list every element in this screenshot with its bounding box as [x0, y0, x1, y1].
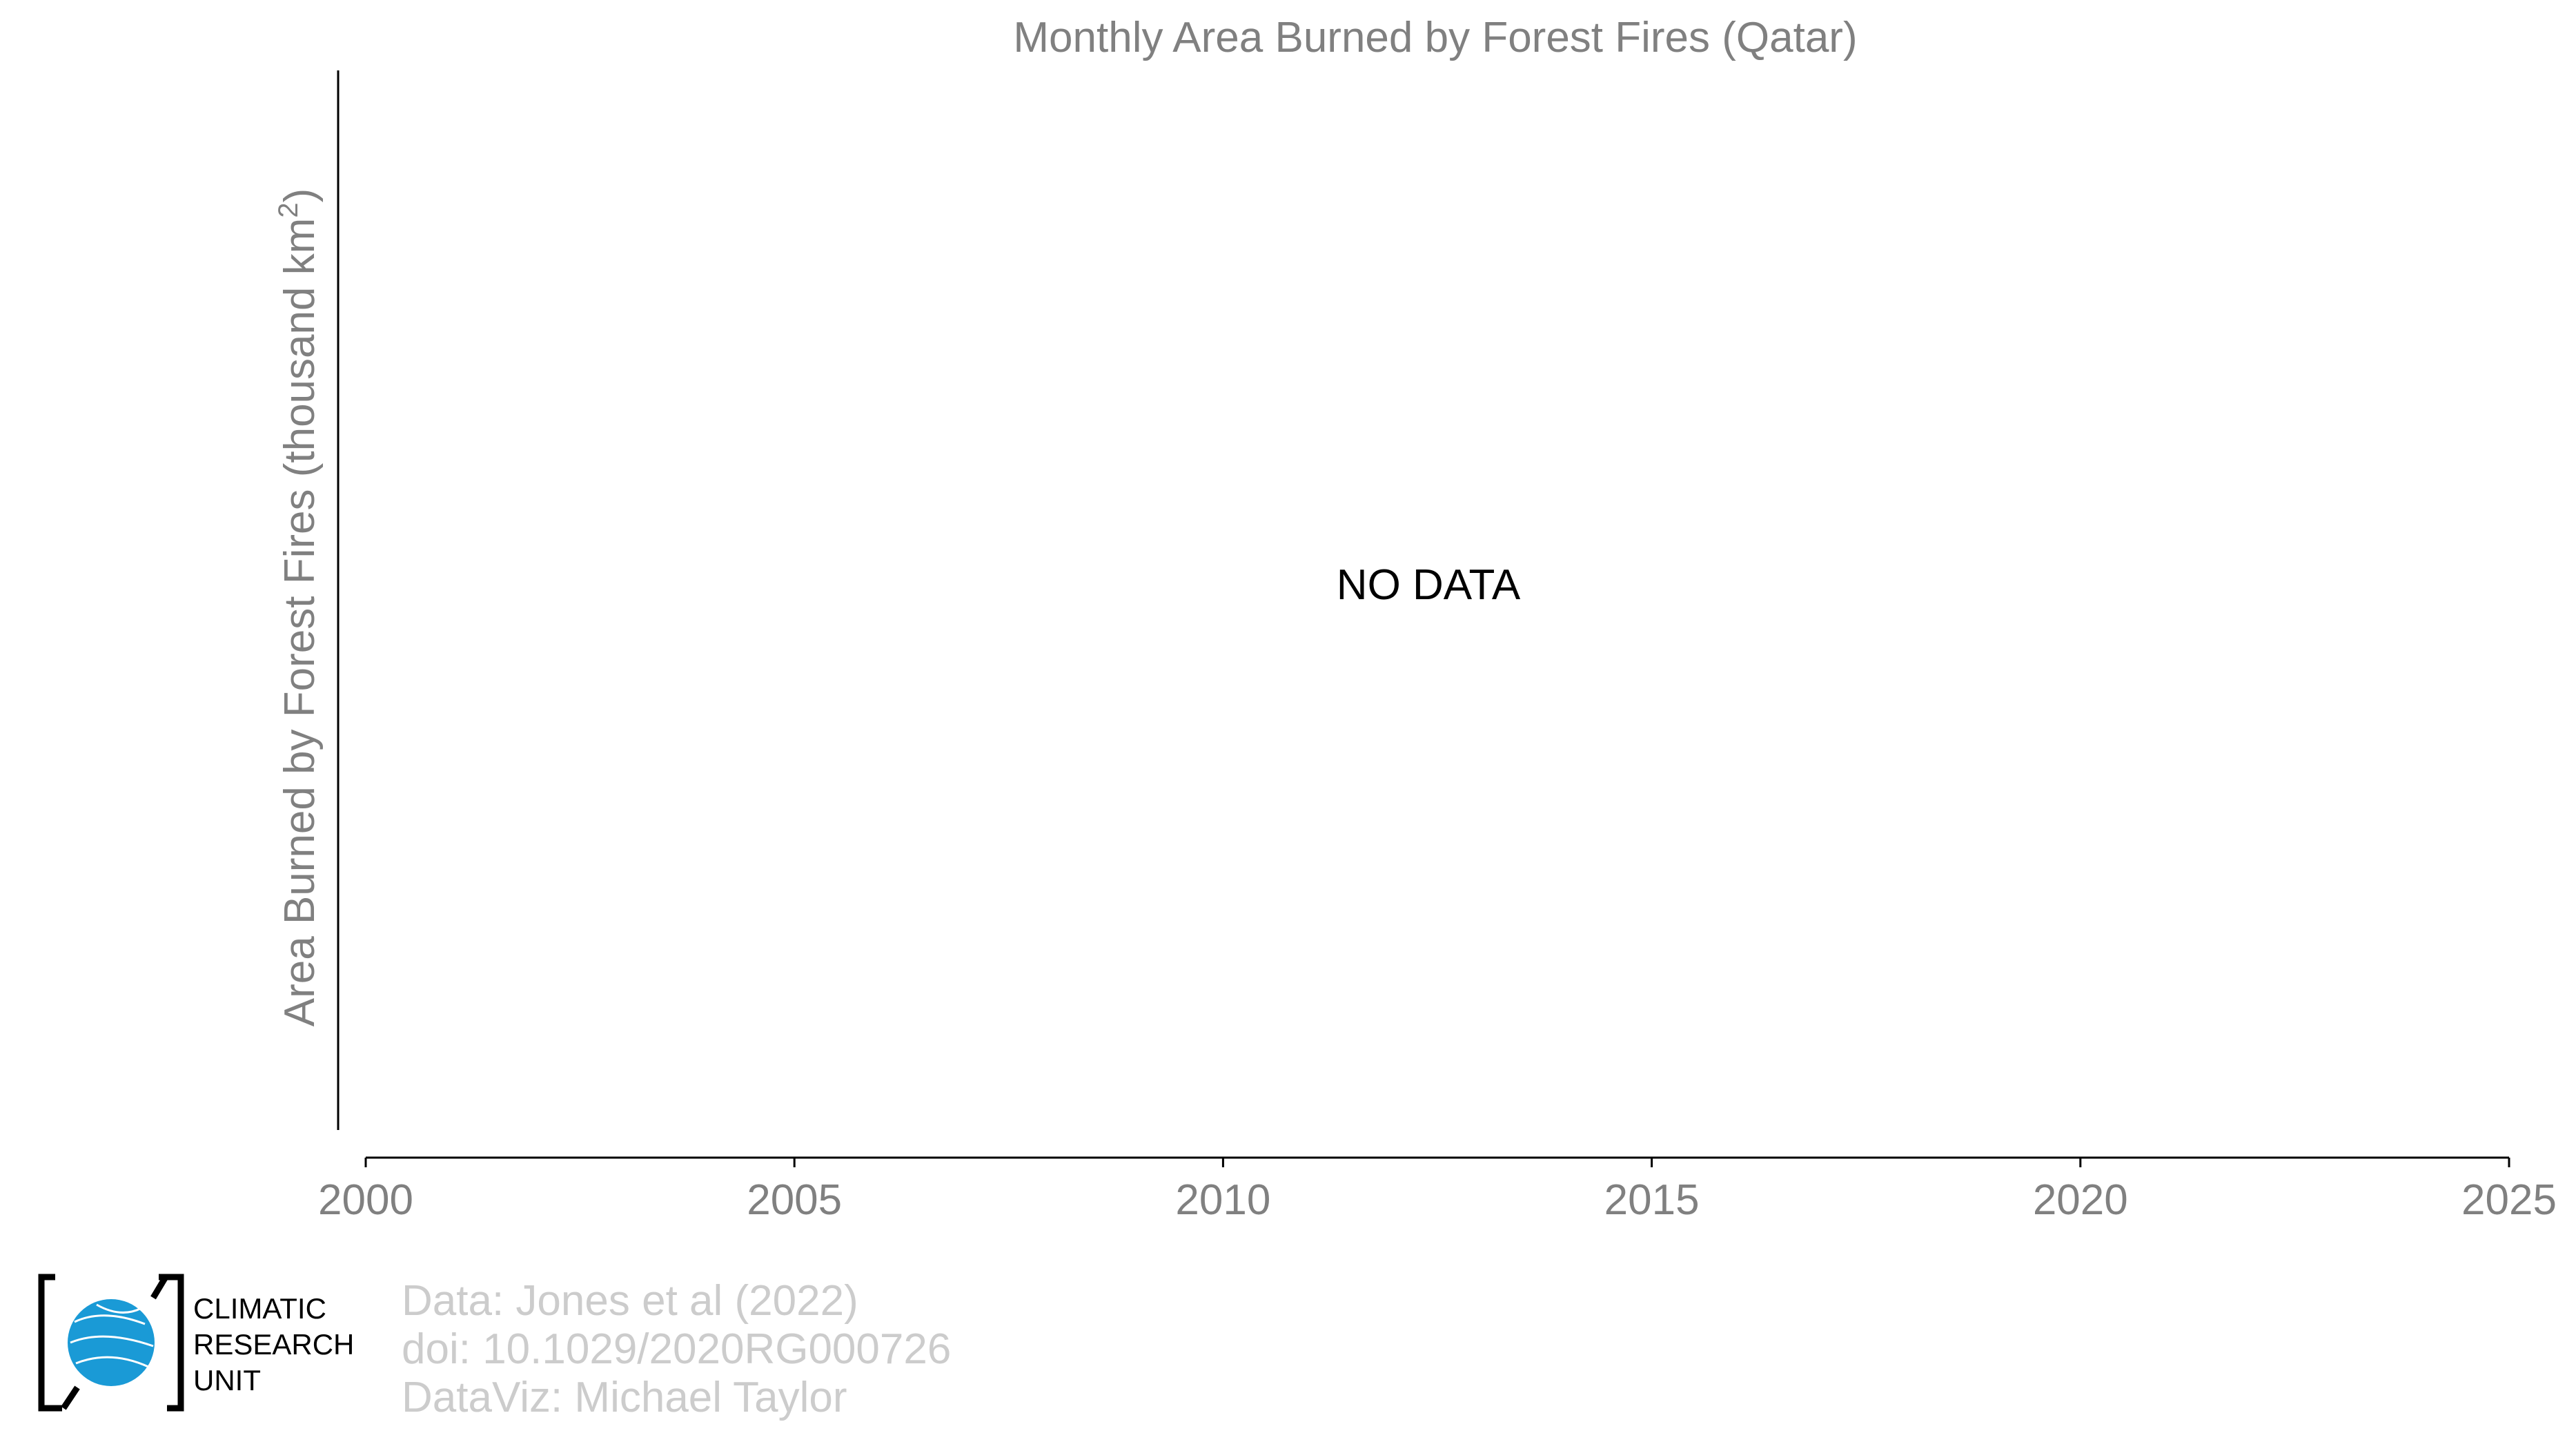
logo-text-line3: UNIT [193, 1364, 261, 1396]
logo-bracket-left [38, 1274, 62, 1412]
globe-swirl-4 [96, 1303, 142, 1314]
credit-data-source: Data: Jones et al (2022) [402, 1277, 858, 1325]
credit-doi: doi: 10.1029/2020RG000726 [402, 1325, 951, 1373]
x-tick-label: 2020 [2033, 1176, 2128, 1224]
no-data-annotation: NO DATA [1337, 561, 1521, 609]
y-axis-label-main: Area Burned by Forest Fires (thousand km [276, 218, 324, 1027]
globe-swirl-3 [75, 1356, 149, 1368]
globe-swirl-1 [74, 1314, 146, 1325]
logo-text-line1: CLIMATIC [193, 1292, 326, 1325]
cru-logo: CLIMATIC RESEARCH UNIT [38, 1274, 354, 1412]
y-axis-label-close: ) [276, 188, 324, 203]
y-axis-label: Area Burned by Forest Fires (thousand km… [273, 188, 324, 1027]
logo-bracket-right [159, 1274, 184, 1412]
logo-slash-top [150, 1275, 168, 1300]
x-tick-label: 2000 [318, 1176, 413, 1224]
credit-dataviz: DataViz: Michael Taylor [402, 1374, 847, 1421]
globe-swirl-2 [70, 1335, 154, 1347]
x-axis-ticks: 2000 2005 2010 2015 2020 2025 [318, 1158, 2557, 1224]
y-axis-label-superscript: 2 [273, 202, 304, 217]
logo-text-line2: RESEARCH [193, 1328, 354, 1361]
x-tick-label: 2025 [2461, 1176, 2557, 1224]
x-tick-label: 2015 [1604, 1176, 1700, 1224]
chart-title: Monthly Area Burned by Forest Fires (Qat… [1013, 14, 1857, 61]
x-tick-label: 2010 [1175, 1176, 1270, 1224]
logo-slash-bottom [61, 1385, 80, 1410]
x-tick-label: 2005 [747, 1176, 842, 1224]
